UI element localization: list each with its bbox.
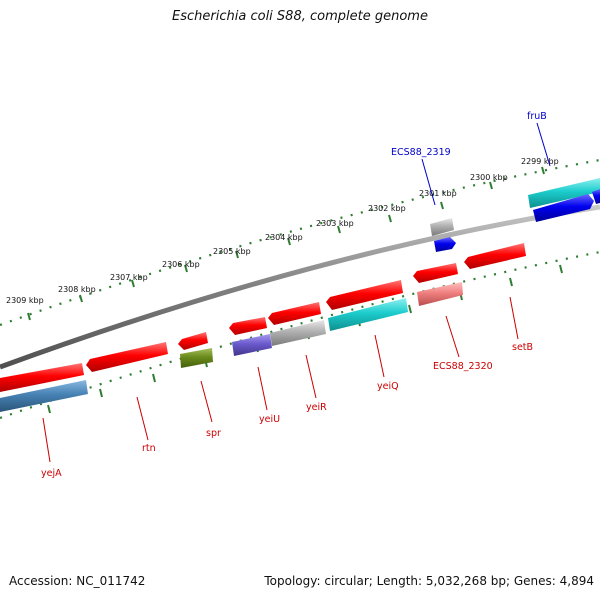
gene-arrow-yeiq[interactable] <box>328 298 408 331</box>
gene-arrow-spr[interactable] <box>178 332 208 350</box>
outer-tick-ring <box>0 158 600 327</box>
gene-arrow-ecs88-2320-fwd[interactable] <box>413 263 458 283</box>
scale-label-2307: 2307 kbp <box>110 273 148 282</box>
scale-label-2305: 2305 kbp <box>213 247 251 256</box>
forward-genes <box>0 178 600 392</box>
gene-label-yeiq[interactable]: yeiQ <box>377 381 399 392</box>
scale-label-2306: 2306 kbp <box>162 260 200 269</box>
gene-label-ecs88-2320[interactable]: ECS88_2320 <box>433 361 493 372</box>
gene-arrow-ecs88-2320[interactable] <box>417 282 463 306</box>
scale-label-2303: 2303 kbp <box>316 219 354 228</box>
gene-label-rtn[interactable]: rtn <box>142 443 156 454</box>
genome-summary-text: Topology: circular; Length: 5,032,268 bp… <box>264 574 594 588</box>
gene-label-frub[interactable]: fruB <box>527 111 547 122</box>
gene-arrow-yeiu-fwd[interactable] <box>229 317 267 335</box>
gene-arrow-yeiq-fwd[interactable] <box>326 280 403 310</box>
gene-arrow-yeiu[interactable] <box>232 334 272 356</box>
gene-arrow-frub-fwd[interactable] <box>528 178 600 208</box>
label-leaders <box>42 122 551 463</box>
gene-labels: fruB ECS88_2319 setB ECS88_2320 yeiQ yei… <box>41 111 547 479</box>
gene-label-yeiu[interactable]: yeiU <box>259 414 280 425</box>
gene-arrow-frub[interactable] <box>533 194 594 222</box>
scale-label-2304: 2304 kbp <box>265 233 303 242</box>
gene-label-yeja[interactable]: yejA <box>41 468 62 479</box>
gene-arrow-rtn[interactable] <box>86 342 168 372</box>
gene-arrow-yeja[interactable] <box>0 380 88 412</box>
inner-major-ticks <box>47 264 563 414</box>
gene-arrow-yeir-fwd[interactable] <box>268 302 321 325</box>
scale-label-2299: 2299 kbp <box>521 157 559 166</box>
gene-label-setb[interactable]: setB <box>512 342 533 353</box>
gene-label-yeir[interactable]: yeiR <box>306 402 327 413</box>
scale-label-2309: 2309 kbp <box>6 296 44 305</box>
gene-arrow-ecs88-2319-gray[interactable] <box>430 218 454 236</box>
outer-major-ticks <box>27 166 545 321</box>
scale-labels: 2309 kbp 2308 kbp 2307 kbp 2306 kbp 2305… <box>6 157 559 305</box>
gene-arrow-yeir[interactable] <box>270 320 326 346</box>
gene-arrow-fruB-edge[interactable] <box>592 189 600 204</box>
scale-label-2308: 2308 kbp <box>58 285 96 294</box>
gene-label-spr[interactable]: spr <box>206 428 221 439</box>
map-title: Escherichia coli S88, complete genome <box>172 9 428 24</box>
gene-arrow-spr-olive[interactable] <box>180 348 213 368</box>
accession-text: Accession: NC_011742 <box>9 574 146 588</box>
gene-label-ecs88-2319[interactable]: ECS88_2319 <box>391 147 451 158</box>
gene-arrow-ecs88-2319[interactable] <box>434 237 456 252</box>
scale-label-2301: 2301 kbp <box>419 189 457 198</box>
gene-arrow-setb[interactable] <box>464 243 526 269</box>
genome-backbone <box>0 204 600 370</box>
scale-label-2302: 2302 kbp <box>368 204 406 213</box>
scale-label-2300: 2300 kbp <box>470 173 508 182</box>
reverse-genes <box>0 189 600 412</box>
gene-arrow-yeja-fwd[interactable] <box>0 363 84 392</box>
